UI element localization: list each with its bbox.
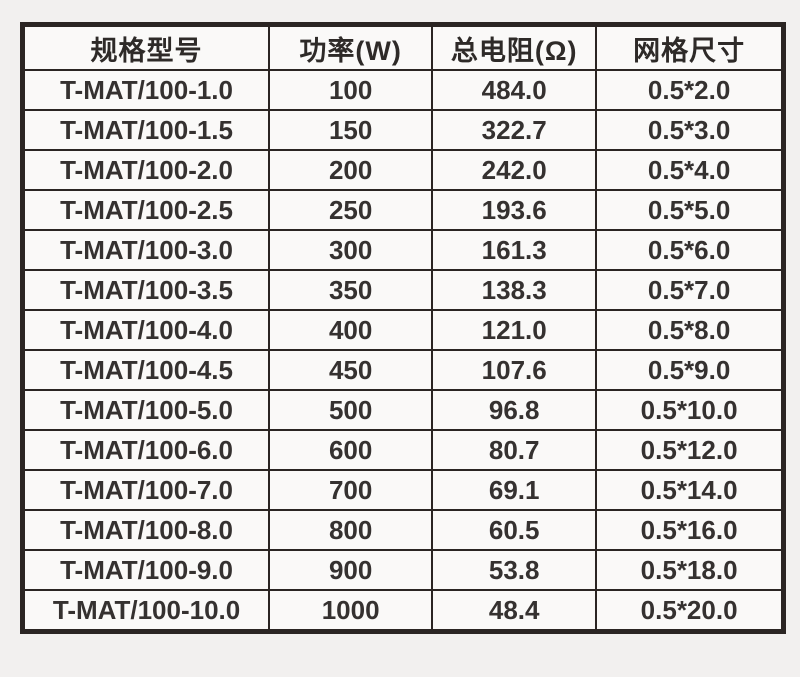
model-cell: T-MAT/100-1.0 (21, 69, 271, 111)
grid-size-cell: 0.5*5.0 (595, 189, 785, 231)
model-cell: T-MAT/100-3.0 (21, 229, 271, 271)
column-header: 总电阻(Ω) (431, 23, 598, 71)
power-cell: 900 (268, 549, 434, 591)
resistance-cell: 80.7 (431, 429, 598, 471)
grid-size-cell: 0.5*4.0 (595, 149, 785, 191)
table-row: T-MAT/100-6.0 600 80.7 0.5*12.0 (21, 429, 785, 471)
model-cell: T-MAT/100-1.5 (21, 109, 271, 151)
table-row: T-MAT/100-7.0 700 69.1 0.5*14.0 (21, 469, 785, 511)
resistance-cell: 193.6 (431, 189, 598, 231)
resistance-cell: 322.7 (431, 109, 598, 151)
grid-size-cell: 0.5*3.0 (595, 109, 785, 151)
power-cell: 450 (268, 349, 434, 391)
power-cell: 200 (268, 149, 434, 191)
resistance-cell: 121.0 (431, 309, 598, 351)
header-row: 规格型号 功率(W) 总电阻(Ω) 网格尺寸 (21, 23, 785, 71)
resistance-cell: 484.0 (431, 69, 598, 111)
power-cell: 250 (268, 189, 434, 231)
model-cell: T-MAT/100-2.5 (21, 189, 271, 231)
grid-size-cell: 0.5*10.0 (595, 389, 785, 431)
resistance-cell: 242.0 (431, 149, 598, 191)
spec-table: 规格型号 功率(W) 总电阻(Ω) 网格尺寸 T-MAT/100-1.0 100 484.… (20, 22, 786, 634)
model-cell: T-MAT/100-2.0 (21, 149, 271, 191)
resistance-cell: 138.3 (431, 269, 598, 311)
table-row: T-MAT/100-3.5 350 138.3 0.5*7.0 (21, 269, 785, 311)
power-cell: 800 (268, 509, 434, 551)
power-cell: 500 (268, 389, 434, 431)
table-row: T-MAT/100-2.0 200 242.0 0.5*4.0 (21, 149, 785, 191)
power-cell: 700 (268, 469, 434, 511)
model-cell: T-MAT/100-4.0 (21, 309, 271, 351)
table-row: T-MAT/100-3.0 300 161.3 0.5*6.0 (21, 229, 785, 271)
power-cell: 350 (268, 269, 434, 311)
power-cell: 1000 (268, 589, 434, 633)
table-row: T-MAT/100-4.5 450 107.6 0.5*9.0 (21, 349, 785, 391)
table-row: T-MAT/100-1.5 150 322.7 0.5*3.0 (21, 109, 785, 151)
column-header: 功率(W) (268, 23, 434, 71)
table-row: T-MAT/100-2.5 250 193.6 0.5*5.0 (21, 189, 785, 231)
grid-size-cell: 0.5*18.0 (595, 549, 785, 591)
power-cell: 300 (268, 229, 434, 271)
table-row: T-MAT/100-5.0 500 96.8 0.5*10.0 (21, 389, 785, 431)
model-cell: T-MAT/100-9.0 (21, 549, 271, 591)
grid-size-cell: 0.5*20.0 (595, 589, 785, 633)
spec-table-container: 规格型号 功率(W) 总电阻(Ω) 网格尺寸 T-MAT/100-1.0 100 484.… (20, 22, 786, 634)
table-row: T-MAT/100-1.0 100 484.0 0.5*2.0 (21, 69, 785, 111)
power-cell: 100 (268, 69, 434, 111)
model-cell: T-MAT/100-3.5 (21, 269, 271, 311)
column-header: 规格型号 (21, 23, 271, 71)
resistance-cell: 161.3 (431, 229, 598, 271)
column-header: 网格尺寸 (595, 23, 785, 71)
resistance-cell: 53.8 (431, 549, 598, 591)
grid-size-cell: 0.5*6.0 (595, 229, 785, 271)
resistance-cell: 96.8 (431, 389, 598, 431)
power-cell: 400 (268, 309, 434, 351)
table-row: T-MAT/100-8.0 800 60.5 0.5*16.0 (21, 509, 785, 551)
grid-size-cell: 0.5*14.0 (595, 469, 785, 511)
grid-size-cell: 0.5*16.0 (595, 509, 785, 551)
table-row: T-MAT/100-10.0 1000 48.4 0.5*20.0 (21, 589, 785, 633)
resistance-cell: 60.5 (431, 509, 598, 551)
model-cell: T-MAT/100-8.0 (21, 509, 271, 551)
power-cell: 600 (268, 429, 434, 471)
model-cell: T-MAT/100-4.5 (21, 349, 271, 391)
resistance-cell: 48.4 (431, 589, 598, 633)
table-row: T-MAT/100-4.0 400 121.0 0.5*8.0 (21, 309, 785, 351)
resistance-cell: 107.6 (431, 349, 598, 391)
model-cell: T-MAT/100-10.0 (21, 589, 271, 633)
model-cell: T-MAT/100-5.0 (21, 389, 271, 431)
grid-size-cell: 0.5*8.0 (595, 309, 785, 351)
grid-size-cell: 0.5*2.0 (595, 69, 785, 111)
model-cell: T-MAT/100-6.0 (21, 429, 271, 471)
grid-size-cell: 0.5*7.0 (595, 269, 785, 311)
grid-size-cell: 0.5*12.0 (595, 429, 785, 471)
model-cell: T-MAT/100-7.0 (21, 469, 271, 511)
grid-size-cell: 0.5*9.0 (595, 349, 785, 391)
power-cell: 150 (268, 109, 434, 151)
resistance-cell: 69.1 (431, 469, 598, 511)
table-row: T-MAT/100-9.0 900 53.8 0.5*18.0 (21, 549, 785, 591)
